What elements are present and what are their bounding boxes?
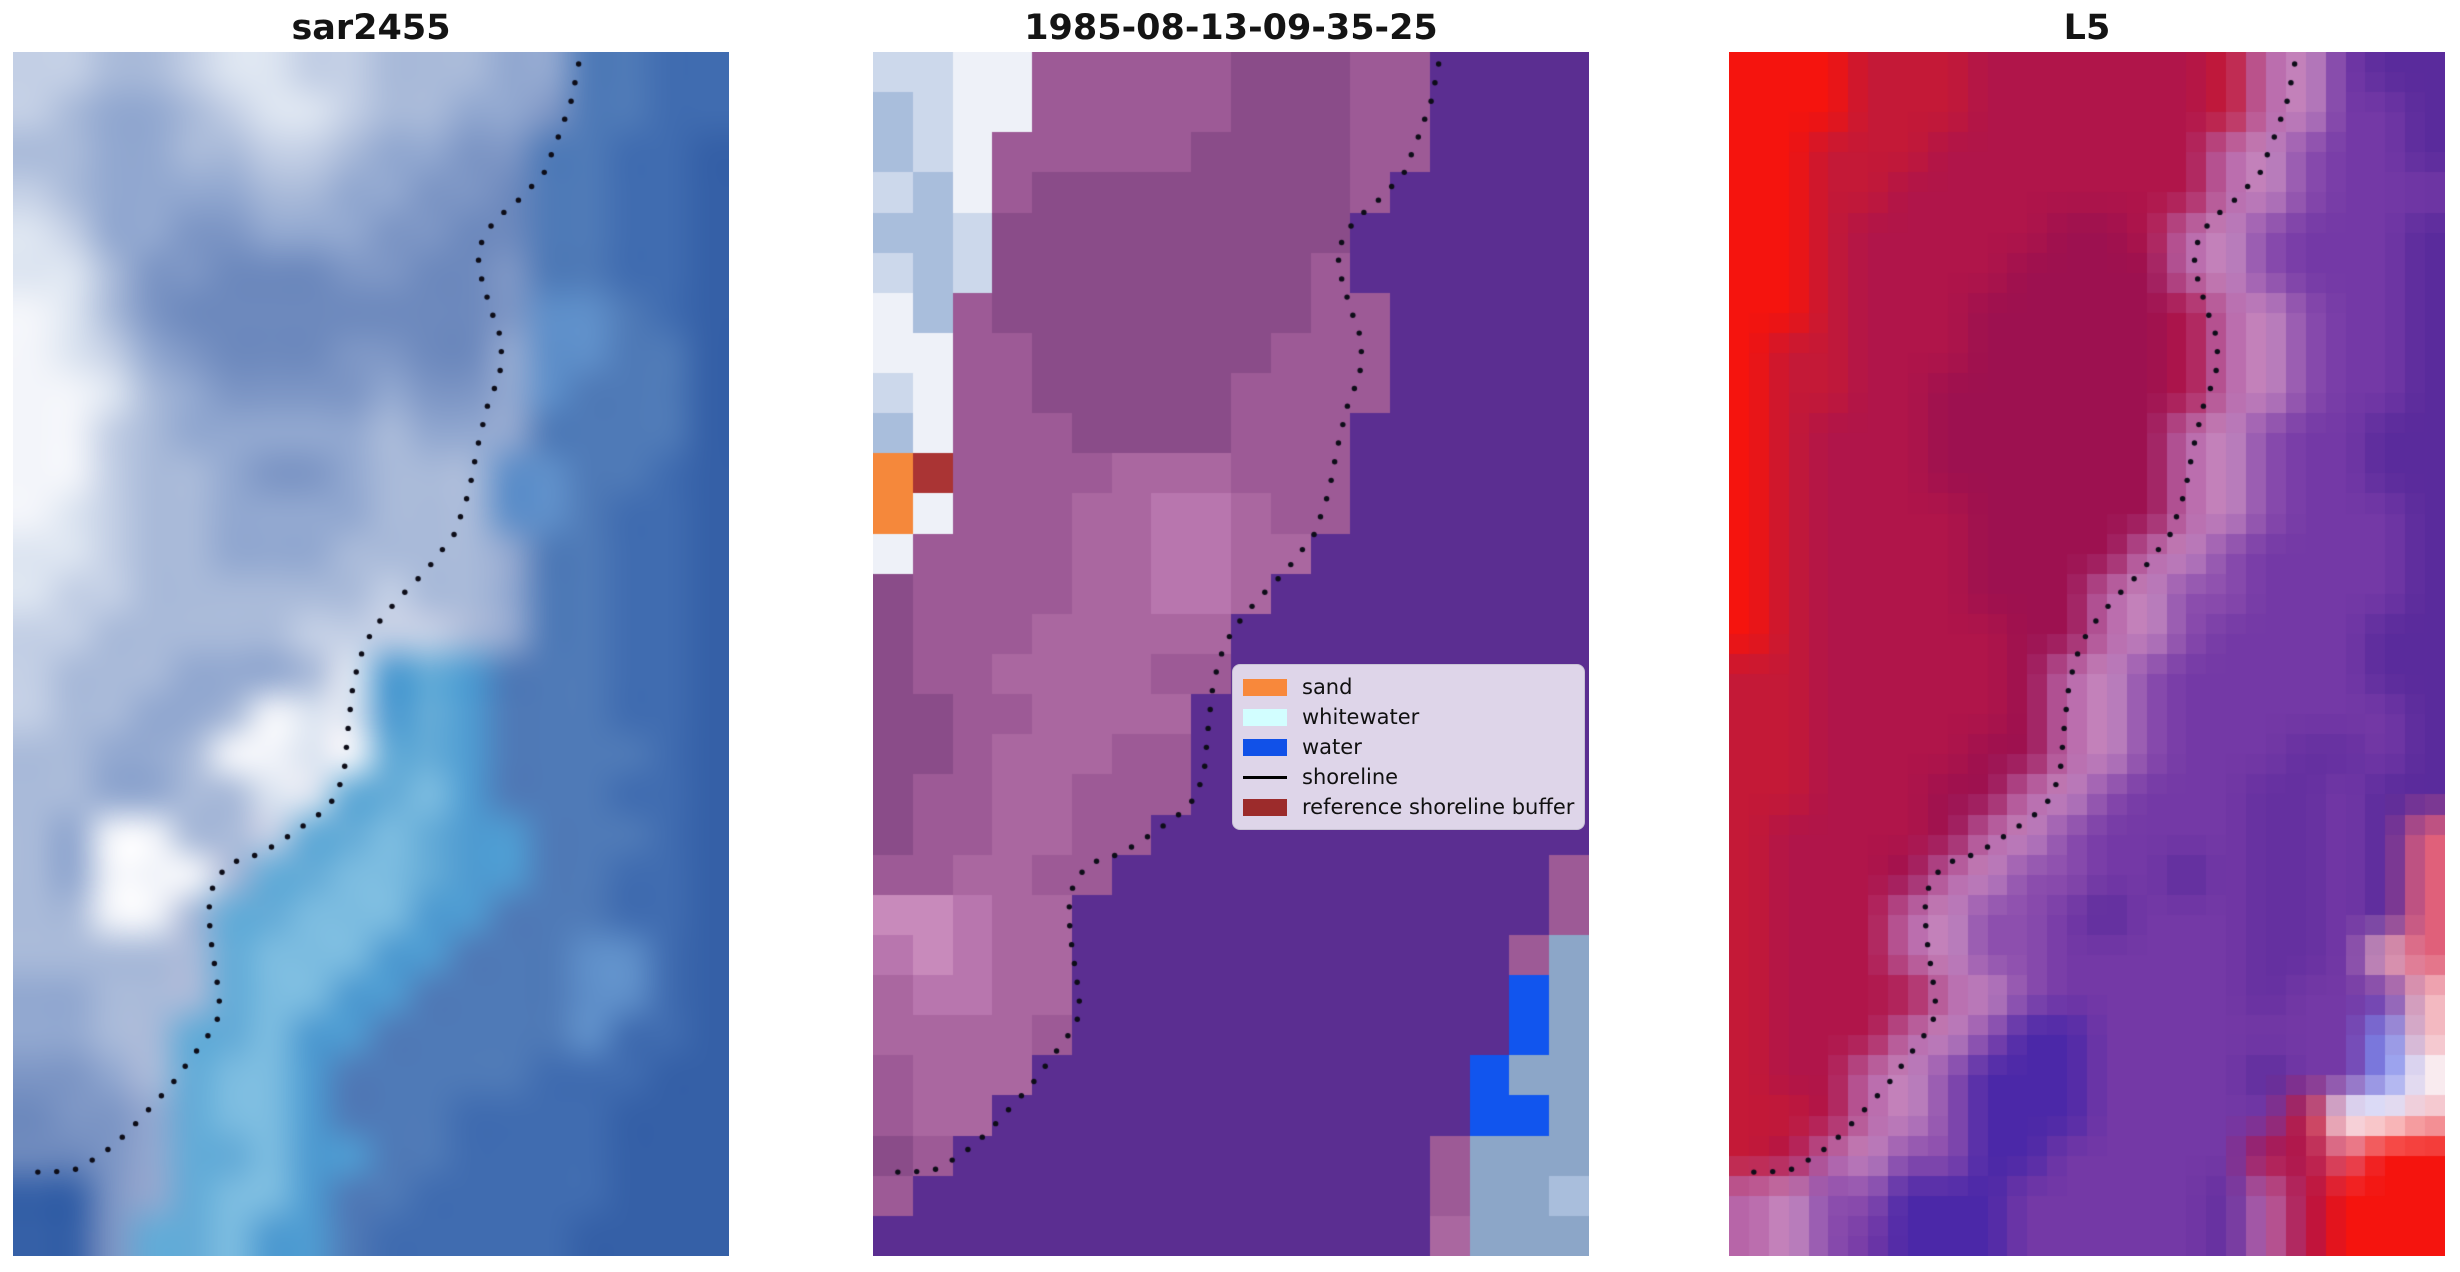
legend-swatch-water xyxy=(1243,738,1287,756)
legend-label-water: water xyxy=(1302,735,1362,759)
legend-label-sand: sand xyxy=(1302,675,1353,699)
panel-l5: L5 xyxy=(1729,8,2445,1256)
sar-image-canvas xyxy=(13,52,729,1256)
legend-row-sand: sand xyxy=(1243,673,1574,702)
legend: sand whitewater water shoreline referenc… xyxy=(1232,664,1585,830)
panel-title-l5: L5 xyxy=(2063,8,2111,48)
legend-row-whitewater: whitewater xyxy=(1243,703,1574,732)
legend-swatch-whitewater xyxy=(1243,708,1287,726)
classification-image-canvas xyxy=(873,52,1589,1256)
legend-label-reference-buffer: reference shoreline buffer xyxy=(1302,795,1575,819)
panel-title-sar: sar2455 xyxy=(291,8,451,48)
legend-row-water: water xyxy=(1243,733,1574,762)
legend-swatch-sand xyxy=(1243,678,1287,696)
panel-sar: sar2455 xyxy=(13,8,729,1256)
legend-label-shoreline: shoreline xyxy=(1302,765,1399,789)
legend-swatch-reference-buffer xyxy=(1243,798,1287,816)
l5-image-canvas xyxy=(1729,52,2445,1256)
legend-swatch-shoreline-line-icon xyxy=(1243,769,1287,786)
legend-row-reference-buffer: reference shoreline buffer xyxy=(1243,793,1574,822)
legend-shoreline-line xyxy=(1243,775,1287,779)
panel-classification: 1985-08-13-09-35-25 sand whitewater wate… xyxy=(873,8,1589,1256)
panel-title-classification: 1985-08-13-09-35-25 xyxy=(1024,8,1438,48)
legend-label-whitewater: whitewater xyxy=(1302,705,1420,729)
legend-row-shoreline: shoreline xyxy=(1243,763,1574,792)
